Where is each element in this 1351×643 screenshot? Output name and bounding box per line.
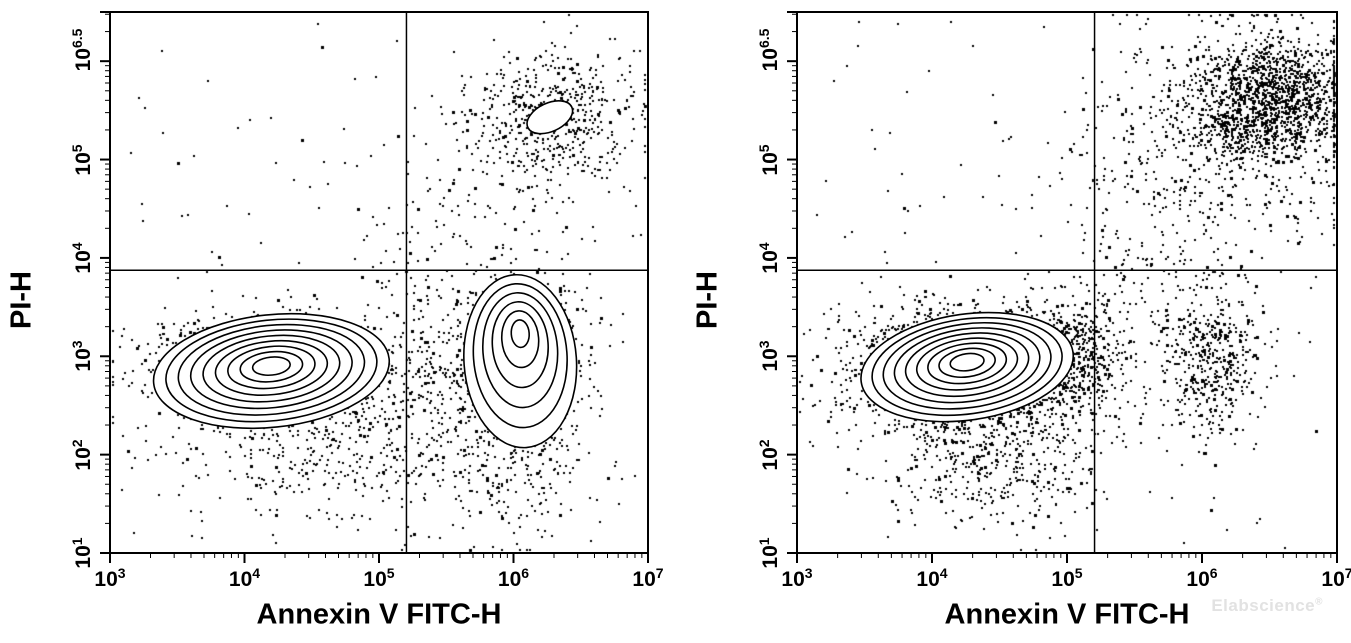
contour-viable-cells: [177, 323, 366, 416]
y-tick-label-10e2: 102: [756, 439, 782, 471]
x-tick-label-10e3: 103: [781, 565, 813, 591]
y-tick-label-10e1: 101: [756, 537, 782, 569]
y-tick-label-10e5: 105: [756, 143, 782, 176]
x-tick-label-10e3: 103: [94, 565, 126, 591]
x-tick-label-10e5: 105: [1051, 565, 1083, 591]
contour-viable-cells: [882, 321, 1052, 410]
left-plot-y-axis-title: PI-H: [5, 271, 38, 329]
contour-viable-cells: [927, 342, 1008, 385]
contour-viable-cells: [152, 312, 391, 430]
x-tick-label-10e7: 107: [1321, 565, 1351, 591]
x-tick-label-10e6: 106: [1186, 565, 1218, 591]
contour-viable-cells: [938, 347, 996, 379]
contour-viable-cells: [915, 337, 1019, 391]
registered-mark: ®: [1315, 596, 1323, 608]
contour-early-apoptotic-cells: [481, 292, 559, 409]
x-tick-label-10e4: 104: [916, 565, 948, 591]
contour-viable-cells: [904, 332, 1030, 398]
contour-viable-cells: [860, 311, 1075, 423]
contour-viable-cells: [239, 350, 304, 383]
x-tick-label-10e6: 106: [497, 565, 530, 591]
y-tick-label-10e1: 101: [69, 537, 95, 569]
plot-frame: [109, 11, 649, 554]
watermark-logo: Elabscience®: [1211, 596, 1323, 615]
y-tick-label-10e6.5: 106.5: [69, 28, 95, 72]
x-tick-label-10e7: 107: [632, 565, 664, 591]
contour-early-apoptotic-cells: [472, 282, 568, 429]
y-tick-label-10e5: 105: [69, 143, 95, 176]
contour-early-apoptotic-cells: [463, 273, 578, 449]
contour-early-apoptotic-cells: [510, 319, 530, 349]
contour-early-apoptotic-cells: [500, 310, 540, 369]
x-tick-label-10e5: 105: [363, 565, 395, 591]
contour-viable-cells: [251, 356, 291, 377]
y-tick-label-10e4: 104: [69, 242, 95, 274]
y-tick-label-10e6.5: 106.5: [756, 28, 782, 72]
y-tick-label-10e4: 104: [756, 242, 782, 274]
right-plot-x-axis-title: Annexin V FITC-H: [944, 598, 1190, 631]
y-tick-label-10e3: 103: [756, 340, 782, 372]
x-tick-label-10e4: 104: [228, 565, 261, 591]
contour-viable-cells: [871, 316, 1063, 417]
right-plot-y-axis-title: PI-H: [691, 271, 724, 329]
contour-viable-cells: [893, 327, 1041, 404]
contour-viable-cells: [165, 318, 378, 423]
contour-early-apoptotic-cells: [491, 301, 549, 389]
contour-viable-cells: [227, 345, 316, 390]
left-plot-x-axis-title: Annexin V FITC-H: [256, 598, 502, 631]
y-tick-label-10e2: 102: [69, 439, 95, 471]
contour-viable-cells: [189, 329, 353, 410]
contour-viable-cells: [214, 339, 329, 396]
y-tick-label-10e3: 103: [69, 340, 95, 372]
contour-viable-cells: [949, 352, 985, 372]
contour-late-apoptotic-necrotic-cluster: [526, 100, 574, 135]
plot-frame: [796, 11, 1338, 554]
contour-viable-cells: [202, 334, 341, 403]
